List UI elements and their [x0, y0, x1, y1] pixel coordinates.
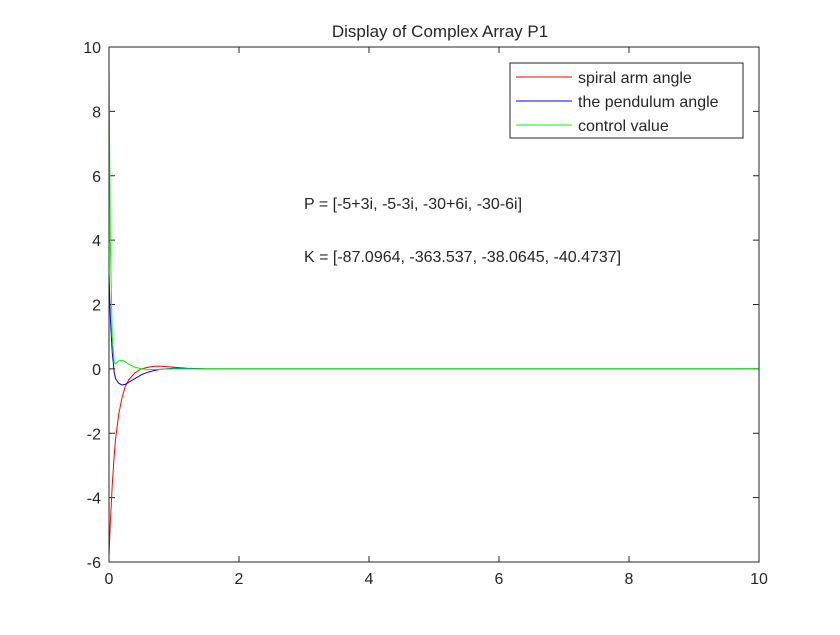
legend-label: control value: [578, 118, 669, 135]
x-tick-label: 10: [750, 571, 768, 588]
y-tick-label: -4: [87, 491, 101, 508]
y-tick-label: -2: [87, 426, 101, 443]
annotation-k: K = [-87.0964, -363.537, -38.0645, -40.4…: [304, 249, 621, 266]
legend-label: spiral arm angle: [578, 70, 692, 87]
annotation-p: P = [-5+3i, -5-3i, -30+6i, -30-6i]: [304, 196, 522, 213]
x-tick-label: 8: [625, 571, 634, 588]
x-tick-label: 0: [105, 571, 114, 588]
y-tick-label: 10: [83, 40, 101, 57]
x-tick-label: 2: [235, 571, 244, 588]
y-tick-label: -6: [87, 555, 101, 572]
series-line-1: [108, 272, 759, 386]
x-tick-label: 6: [495, 571, 504, 588]
series-line-0: [108, 365, 759, 556]
y-tick-label: 6: [92, 169, 101, 186]
legend[interactable]: spiral arm angle the pendulum angle contro…: [509, 62, 744, 139]
legend-label: the pendulum angle: [578, 94, 719, 111]
x-tick-label: 4: [365, 571, 374, 588]
series-line-2: [108, 63, 759, 371]
y-tick-label: 8: [92, 104, 101, 121]
chart-title: Display of Complex Array P1: [332, 22, 548, 41]
y-tick-label: 2: [92, 298, 101, 315]
y-tick-label: 4: [92, 233, 101, 250]
y-tick-label: 0: [92, 362, 101, 379]
axes-box: [108, 46, 760, 563]
